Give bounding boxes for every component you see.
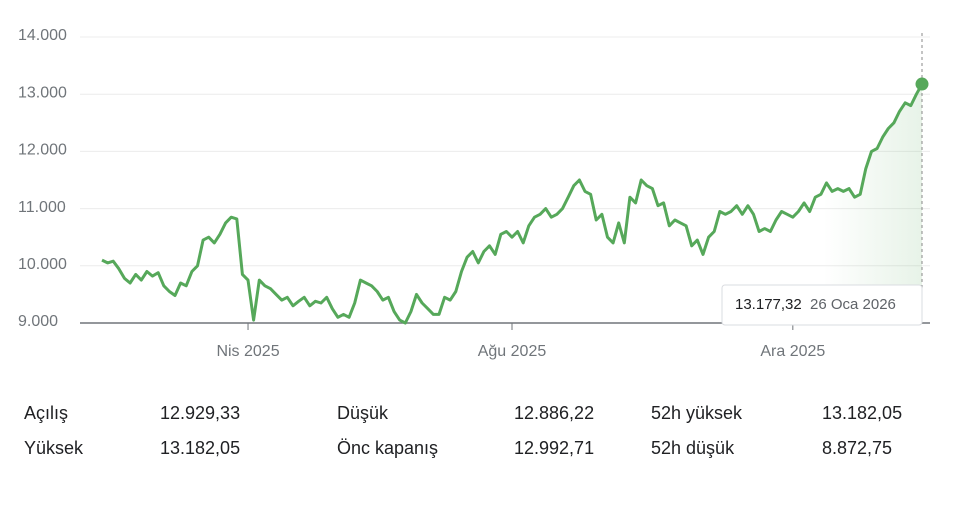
area	[102, 84, 922, 323]
y-tick-label: 12.000	[18, 142, 67, 159]
x-tick-label: Nis 2025	[216, 343, 279, 360]
tooltip-value: 13.177,32	[735, 296, 802, 313]
stat-value: 13.182,05	[160, 438, 240, 458]
price-line	[101, 83, 924, 325]
stat-label: Önc kapanış	[337, 438, 438, 458]
tooltip-date: 26 Oca 2026	[810, 296, 896, 313]
stat-value: 13.182,05	[822, 403, 902, 423]
y-tick-label: 13.000	[18, 84, 67, 101]
stat-label: 52h düşük	[651, 438, 735, 458]
stat-value: 12.929,33	[160, 403, 240, 423]
stat-label: 52h yüksek	[651, 403, 743, 423]
stat-value: 8.872,75	[822, 438, 892, 458]
stat-label: Yüksek	[24, 438, 84, 458]
x-tick-label: Ara 2025	[760, 343, 825, 360]
y-tick-label: 9.000	[18, 313, 58, 330]
hover-dot	[915, 77, 929, 91]
y-tick-label: 10.000	[18, 256, 67, 273]
stat-value: 12.992,71	[514, 438, 594, 458]
x-tick-label: Ağu 2025	[478, 343, 547, 360]
stat-label: Açılış	[24, 403, 68, 423]
stat-label: Düşük	[337, 403, 389, 423]
tooltip-box	[721, 284, 923, 326]
stat-value: 12.886,22	[514, 403, 594, 423]
y-tick-label: 14.000	[18, 27, 67, 44]
y-tick-label: 11.000	[18, 199, 66, 216]
